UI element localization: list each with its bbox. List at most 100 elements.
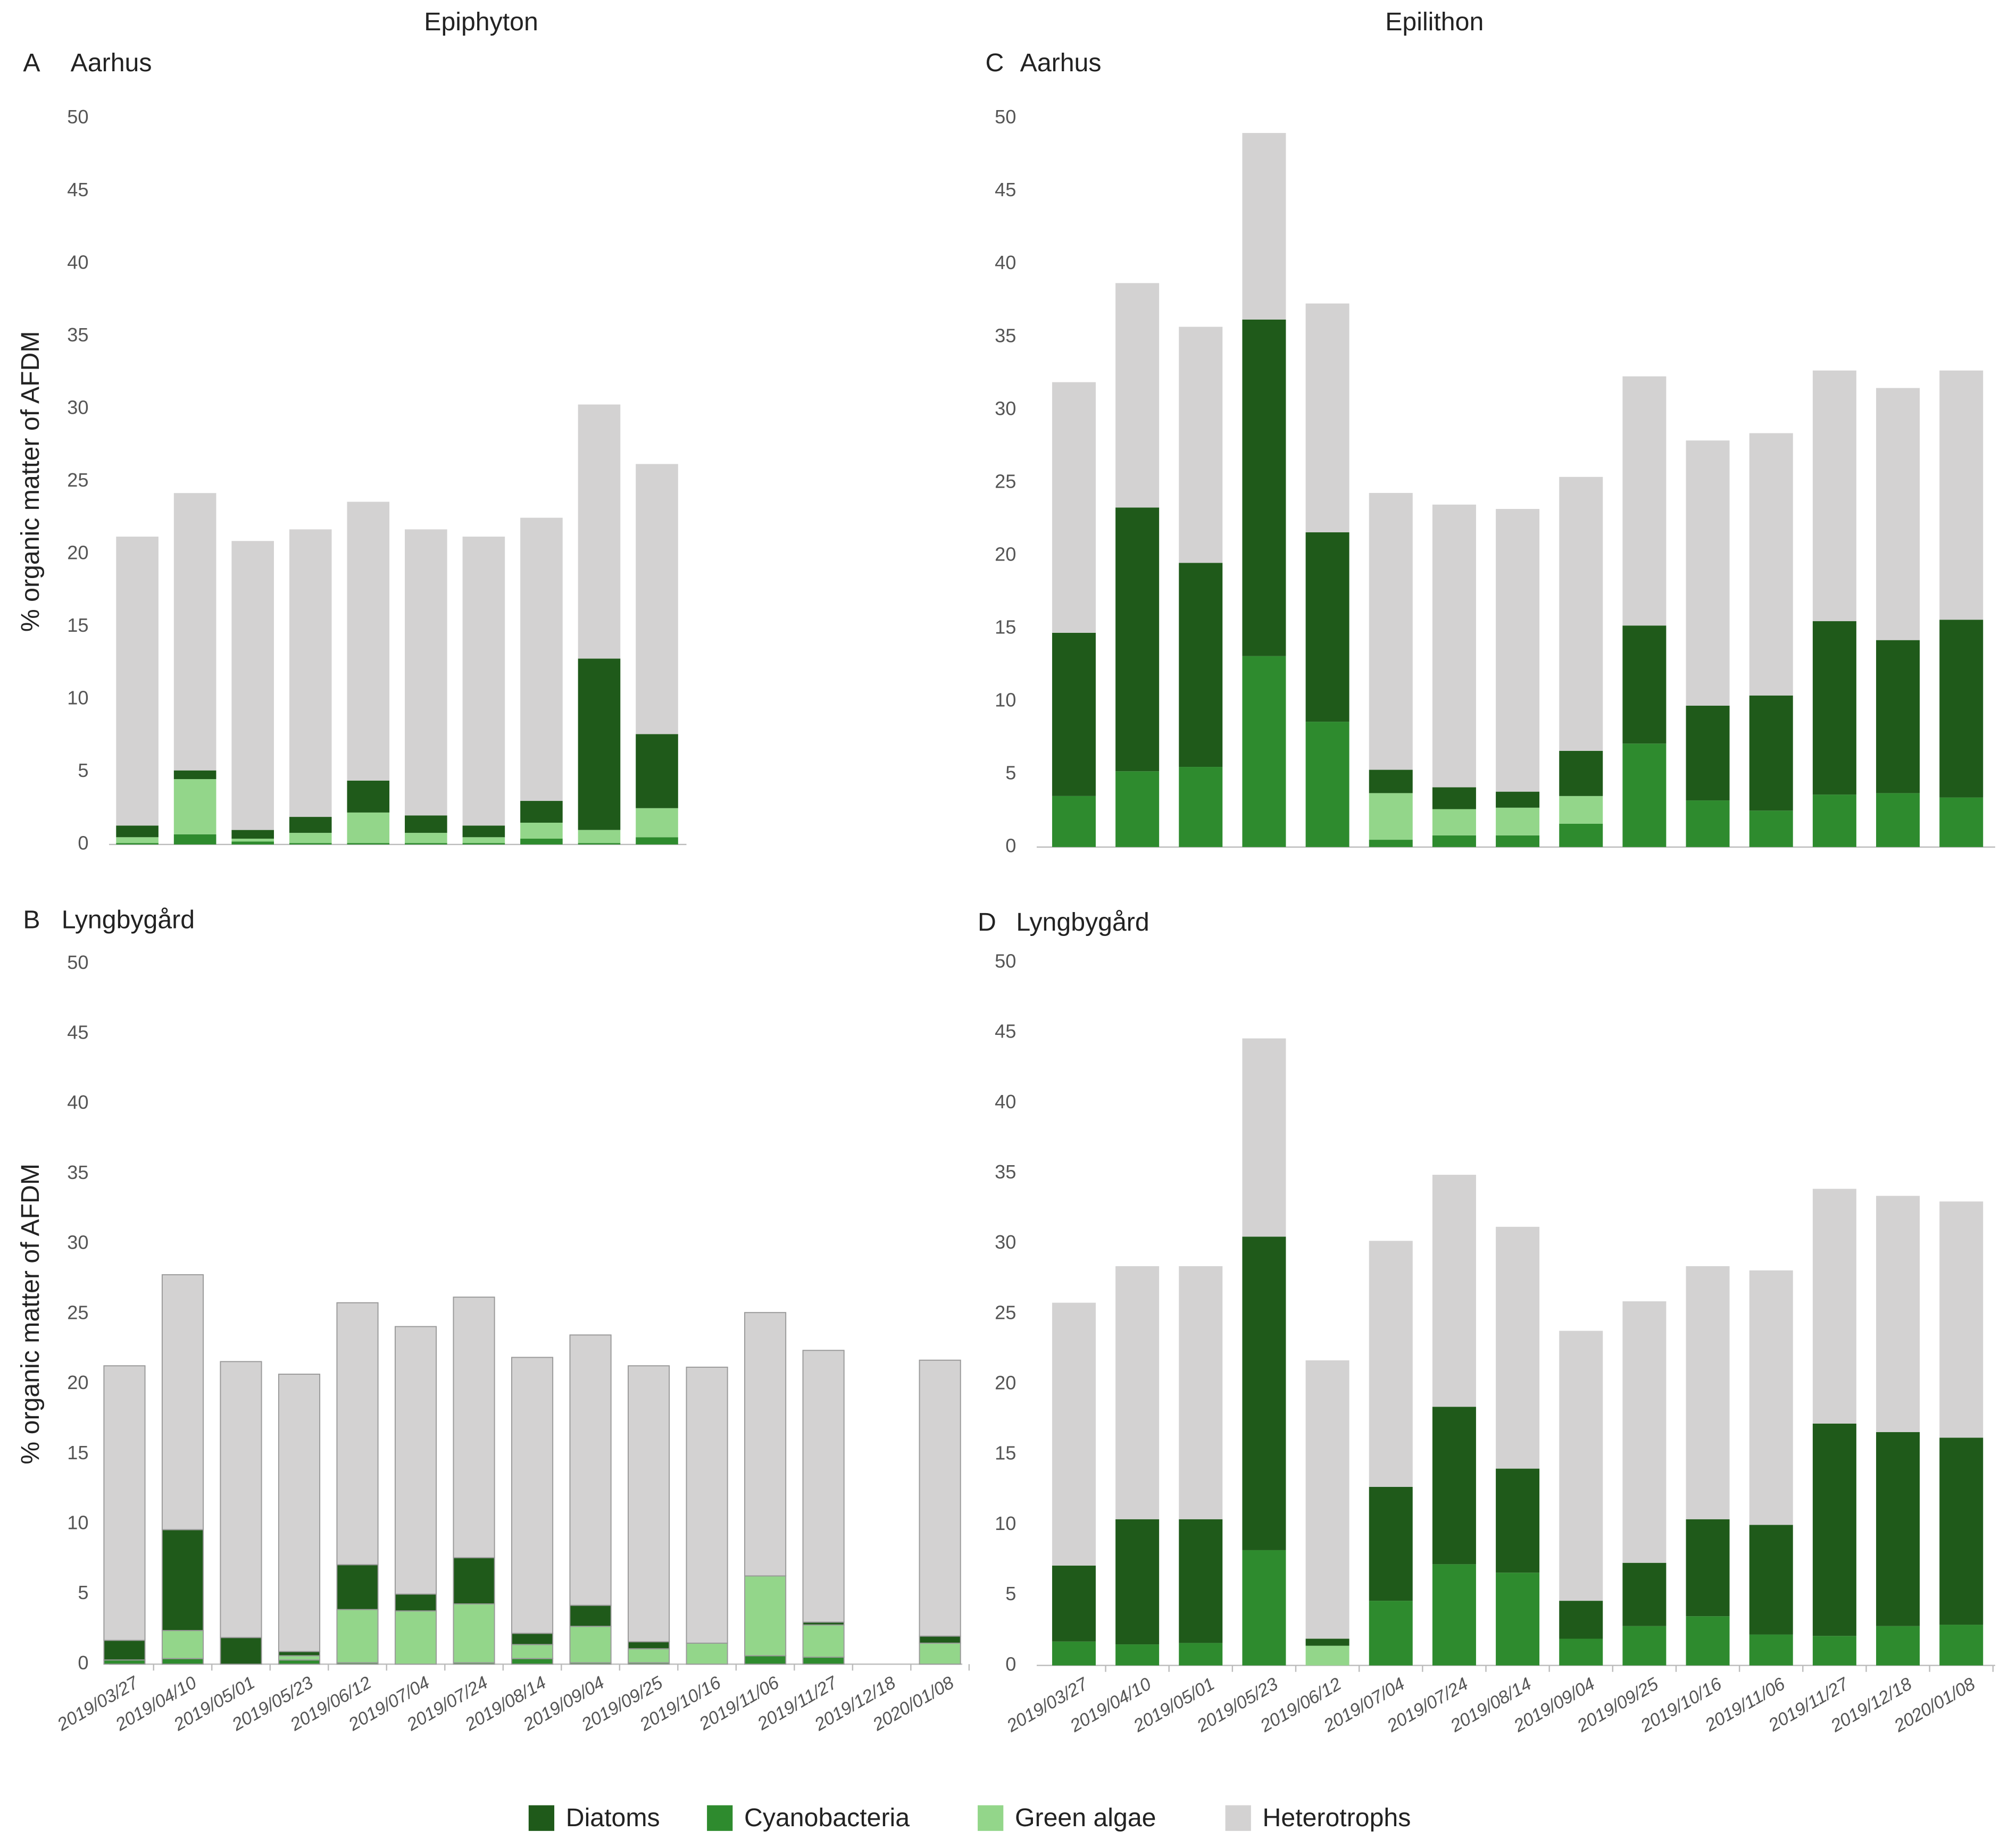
panel-title: Lyngbygård <box>1016 908 1149 936</box>
bar-segment <box>173 834 216 844</box>
y-tick-label: 45 <box>67 179 88 200</box>
bar-segment <box>1939 370 1984 620</box>
y-tick-label: 35 <box>995 1161 1016 1183</box>
bar-segment <box>578 843 621 844</box>
bar-segment <box>347 780 390 813</box>
legend-swatch <box>978 1805 1004 1831</box>
bar-segment <box>1052 1302 1096 1566</box>
y-tick-label: 5 <box>78 759 88 781</box>
y-tick-label: 40 <box>67 251 88 273</box>
y-tick-label: 5 <box>1005 1583 1016 1604</box>
bar-segment <box>278 1655 321 1661</box>
bar-segment <box>628 1365 670 1643</box>
bar-segment <box>802 1350 845 1623</box>
bar-segment <box>1052 1566 1096 1642</box>
bar-segment <box>919 1359 961 1637</box>
bar-segment <box>1812 1424 1856 1636</box>
bar-segment <box>1876 388 1920 640</box>
bar-segment <box>1179 1266 1223 1519</box>
bar-segment <box>231 830 274 839</box>
legend-swatch <box>707 1805 733 1831</box>
y-tick-label: 20 <box>67 1372 88 1393</box>
bar-segment <box>1432 1175 1476 1407</box>
legend-label: Cyanobacteria <box>744 1803 910 1832</box>
y-tick-label: 30 <box>995 397 1016 419</box>
bar-segment <box>636 464 678 734</box>
y-tick-label: 50 <box>67 106 88 128</box>
bar-segment <box>744 1655 787 1665</box>
bar-segment <box>1749 695 1793 811</box>
bar-segment <box>1115 771 1160 847</box>
bar-segment <box>1432 1564 1476 1666</box>
bar-segment <box>161 1274 204 1531</box>
y-tick-label: 45 <box>67 1022 88 1043</box>
y-tick-label: 20 <box>995 1372 1016 1394</box>
bar-segment <box>336 1564 379 1610</box>
y-tick-label: 50 <box>995 950 1016 972</box>
bar-segment <box>1812 621 1856 795</box>
bar-segment <box>405 833 447 843</box>
bar-segment <box>1369 1241 1413 1487</box>
bar-segment <box>1939 1437 1984 1625</box>
y-tick-label: 30 <box>995 1231 1016 1253</box>
column-header: Epilithon <box>1385 7 1484 36</box>
bar-segment <box>802 1624 845 1658</box>
bar-segment <box>289 817 332 833</box>
bar-segment <box>1622 743 1667 847</box>
bar-segment <box>289 833 332 843</box>
bar-segment <box>103 1659 146 1665</box>
y-tick-label: 25 <box>67 1301 88 1323</box>
legend-label: Heterotrophs <box>1263 1803 1411 1832</box>
bar-segment <box>1939 797 1984 847</box>
bar-segment <box>1559 796 1603 824</box>
bar-segment <box>1496 1573 1540 1666</box>
bar-segment <box>1496 807 1540 835</box>
y-tick-label: 25 <box>995 470 1016 492</box>
y-axis-label: % organic matter of AFDM <box>16 331 45 632</box>
bar-segment <box>520 517 563 801</box>
y-tick-label: 10 <box>995 689 1016 710</box>
bar-segment <box>1686 705 1730 801</box>
bar-segment <box>1496 509 1540 792</box>
y-tick-label: 25 <box>995 1301 1016 1323</box>
bar-segment <box>636 837 678 844</box>
bar-segment <box>1369 770 1413 793</box>
bar-segment <box>1749 1270 1793 1525</box>
panel-title: Aarhus <box>1020 48 1102 77</box>
y-tick-label: 50 <box>67 951 88 973</box>
bar-segment <box>1812 1636 1856 1666</box>
bar-segment <box>636 808 678 838</box>
bar-segment <box>1622 1301 1667 1563</box>
bar-segment <box>347 812 390 843</box>
bar-segment <box>1179 1519 1223 1643</box>
y-tick-label: 20 <box>995 543 1016 565</box>
y-tick-label: 10 <box>67 1511 88 1533</box>
bar-segment <box>1939 620 1984 798</box>
bar-segment <box>686 1366 728 1644</box>
bar-segment <box>347 843 390 844</box>
y-tick-label: 15 <box>67 1442 88 1464</box>
bar-segment <box>1622 1562 1667 1626</box>
bar-segment <box>347 501 390 781</box>
bar-segment <box>1242 656 1286 847</box>
bar-segment <box>578 830 621 843</box>
bar-segment <box>1432 1407 1476 1565</box>
y-tick-label: 0 <box>1005 1653 1016 1675</box>
legend-swatch <box>1225 1805 1251 1831</box>
bar-segment <box>1876 640 1920 793</box>
bar-segment <box>1432 504 1476 788</box>
y-tick-label: 50 <box>995 106 1016 128</box>
bar-segment <box>1812 795 1856 847</box>
bar-segment <box>1622 1626 1667 1666</box>
bar-segment <box>103 1640 146 1661</box>
y-tick-label: 30 <box>67 1232 88 1253</box>
bar-segment <box>1305 532 1349 722</box>
bar-segment <box>1115 283 1160 508</box>
bar-segment <box>462 843 505 844</box>
bar-segment <box>569 1604 612 1627</box>
bar-segment <box>394 1326 437 1595</box>
bar-segment <box>405 843 447 844</box>
y-tick-label: 35 <box>67 324 88 346</box>
bar-segment <box>1496 1226 1540 1469</box>
